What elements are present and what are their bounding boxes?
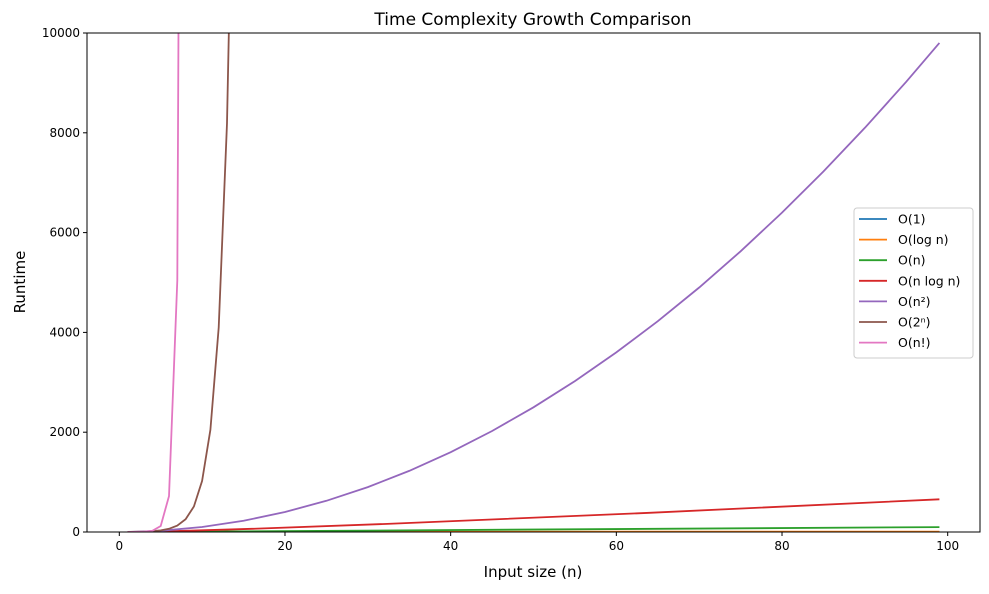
- y-tick-label: 10000: [42, 26, 80, 40]
- x-tick-label: 80: [774, 539, 789, 553]
- chart-title: Time Complexity Growth Comparison: [373, 10, 691, 30]
- x-tick-label: 60: [609, 539, 624, 553]
- x-axis-label: Input size (n): [484, 563, 583, 581]
- legend-label: O(n!): [898, 335, 931, 350]
- legend-label: O(2ⁿ): [898, 315, 931, 330]
- legend: O(1) O(log n) O(n) O(n log n) O(n²) O(2ⁿ) O(n!…: [854, 208, 973, 358]
- x-tick-label: 100: [936, 539, 959, 553]
- y-tick-label: 4000: [49, 325, 80, 339]
- legend-label: O(n): [898, 253, 926, 268]
- y-tick-label: 6000: [49, 226, 80, 240]
- y-tick-label: 8000: [49, 126, 80, 140]
- legend-label: O(1): [898, 212, 926, 227]
- series-line-5: [128, 0, 236, 532]
- y-tick-label: 0: [72, 525, 80, 539]
- legend-label: O(n log n): [898, 273, 960, 288]
- x-tick-label: 20: [277, 539, 292, 553]
- legend-label: O(log n): [898, 232, 949, 247]
- y-axis-label: Runtime: [11, 251, 29, 314]
- series-line-4: [128, 43, 940, 532]
- series-line-6: [128, 0, 186, 532]
- x-tick-label: 40: [443, 539, 458, 553]
- x-tick-label: 0: [115, 539, 123, 553]
- legend-label: O(n²): [898, 294, 931, 309]
- y-tick-label: 2000: [49, 425, 80, 439]
